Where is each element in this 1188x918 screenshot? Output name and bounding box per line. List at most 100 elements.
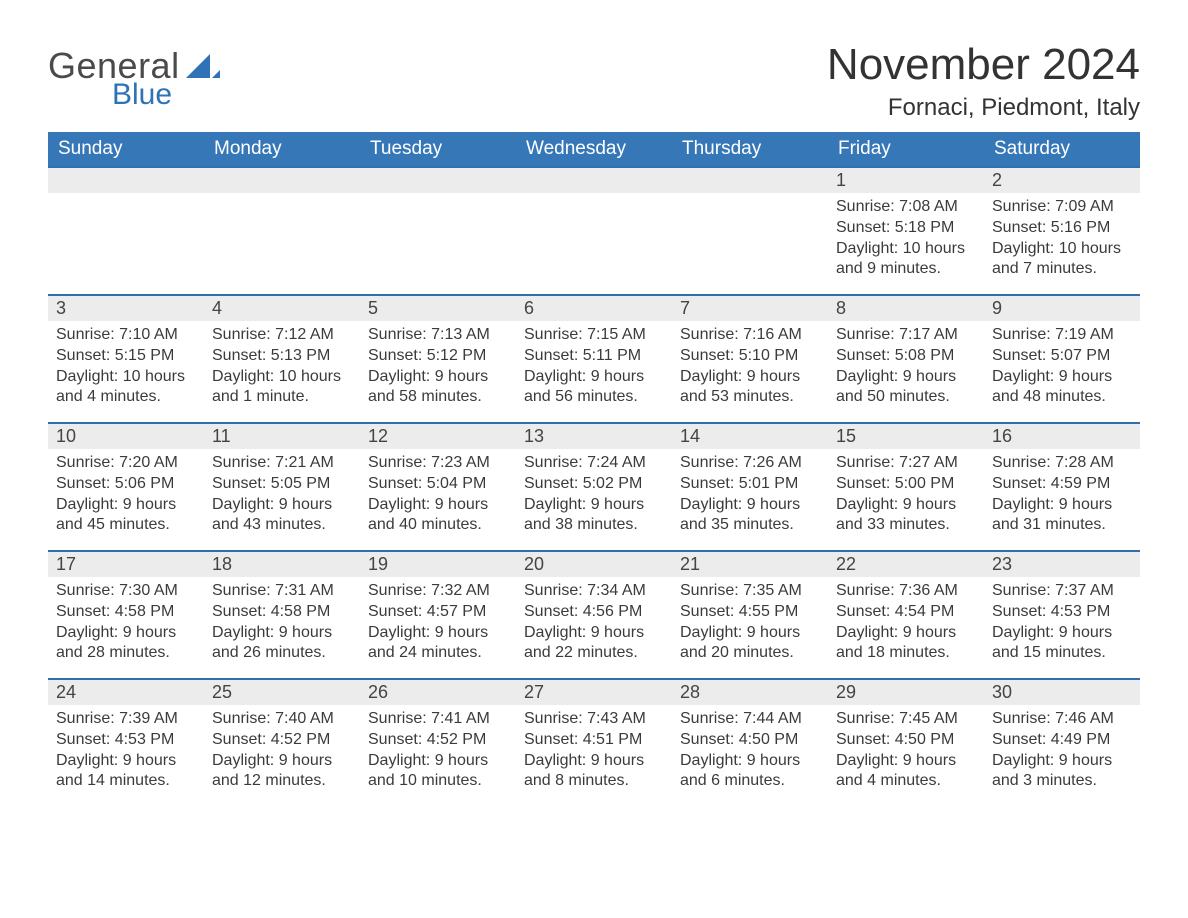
- daylight-line: and 14 minutes.: [56, 771, 196, 792]
- sun-sunset-line: Sunset: 5:02 PM: [524, 474, 664, 495]
- calendar-cell: [48, 166, 204, 294]
- calendar-cell: 18Sunrise: 7:31 AMSunset: 4:58 PMDayligh…: [204, 550, 360, 678]
- day-details: Sunrise: 7:44 AMSunset: 4:50 PMDaylight:…: [672, 705, 828, 798]
- calendar-cell: 30Sunrise: 7:46 AMSunset: 4:49 PMDayligh…: [984, 678, 1140, 806]
- sun-sunset-line: Sunset: 5:07 PM: [992, 346, 1132, 367]
- daylight-line: Daylight: 9 hours: [992, 367, 1132, 388]
- day-number: 13: [516, 422, 672, 449]
- day-number: 3: [48, 294, 204, 321]
- daylight-line: Daylight: 9 hours: [680, 495, 820, 516]
- col-monday: Monday: [204, 132, 360, 166]
- daylight-line: and 24 minutes.: [368, 643, 508, 664]
- day-number: 22: [828, 550, 984, 577]
- calendar-cell: 19Sunrise: 7:32 AMSunset: 4:57 PMDayligh…: [360, 550, 516, 678]
- daylight-line: and 56 minutes.: [524, 387, 664, 408]
- brand-sail-icon: [186, 54, 220, 82]
- day-number: 28: [672, 678, 828, 705]
- daylight-line: and 50 minutes.: [836, 387, 976, 408]
- day-details: Sunrise: 7:24 AMSunset: 5:02 PMDaylight:…: [516, 449, 672, 542]
- sun-sunrise-line: Sunrise: 7:20 AM: [56, 453, 196, 474]
- sun-sunset-line: Sunset: 4:56 PM: [524, 602, 664, 623]
- sun-sunset-line: Sunset: 4:53 PM: [56, 730, 196, 751]
- day-number: 4: [204, 294, 360, 321]
- sun-sunrise-line: Sunrise: 7:17 AM: [836, 325, 976, 346]
- day-details: Sunrise: 7:32 AMSunset: 4:57 PMDaylight:…: [360, 577, 516, 670]
- day-number: 9: [984, 294, 1140, 321]
- day-details: Sunrise: 7:21 AMSunset: 5:05 PMDaylight:…: [204, 449, 360, 542]
- daylight-line: Daylight: 9 hours: [836, 495, 976, 516]
- sun-sunset-line: Sunset: 4:52 PM: [212, 730, 352, 751]
- sun-sunrise-line: Sunrise: 7:43 AM: [524, 709, 664, 730]
- sun-sunset-line: Sunset: 5:01 PM: [680, 474, 820, 495]
- daylight-line: and 45 minutes.: [56, 515, 196, 536]
- calendar-cell: 26Sunrise: 7:41 AMSunset: 4:52 PMDayligh…: [360, 678, 516, 806]
- daylight-line: Daylight: 9 hours: [680, 751, 820, 772]
- daylight-line: and 53 minutes.: [680, 387, 820, 408]
- sun-sunrise-line: Sunrise: 7:30 AM: [56, 581, 196, 602]
- day-number: 5: [360, 294, 516, 321]
- daylight-line: and 40 minutes.: [368, 515, 508, 536]
- calendar-cell: [204, 166, 360, 294]
- daylight-line: Daylight: 9 hours: [836, 623, 976, 644]
- page-title: November 2024: [827, 40, 1140, 90]
- calendar-cell: 27Sunrise: 7:43 AMSunset: 4:51 PMDayligh…: [516, 678, 672, 806]
- day-number: 11: [204, 422, 360, 449]
- day-number: 14: [672, 422, 828, 449]
- day-details: Sunrise: 7:31 AMSunset: 4:58 PMDaylight:…: [204, 577, 360, 670]
- day-number: 2: [984, 166, 1140, 193]
- daylight-line: and 6 minutes.: [680, 771, 820, 792]
- calendar-cell: 28Sunrise: 7:44 AMSunset: 4:50 PMDayligh…: [672, 678, 828, 806]
- col-tuesday: Tuesday: [360, 132, 516, 166]
- day-number: 24: [48, 678, 204, 705]
- calendar-cell: 20Sunrise: 7:34 AMSunset: 4:56 PMDayligh…: [516, 550, 672, 678]
- sun-sunset-line: Sunset: 5:12 PM: [368, 346, 508, 367]
- calendar-cell: 23Sunrise: 7:37 AMSunset: 4:53 PMDayligh…: [984, 550, 1140, 678]
- calendar-cell: 29Sunrise: 7:45 AMSunset: 4:50 PMDayligh…: [828, 678, 984, 806]
- daylight-line: and 20 minutes.: [680, 643, 820, 664]
- daylight-line: Daylight: 9 hours: [368, 623, 508, 644]
- daylight-line: Daylight: 9 hours: [680, 623, 820, 644]
- daylight-line: and 4 minutes.: [836, 771, 976, 792]
- daylight-line: and 12 minutes.: [212, 771, 352, 792]
- sun-sunrise-line: Sunrise: 7:24 AM: [524, 453, 664, 474]
- daylight-line: Daylight: 9 hours: [524, 367, 664, 388]
- calendar-cell: 9Sunrise: 7:19 AMSunset: 5:07 PMDaylight…: [984, 294, 1140, 422]
- daylight-line: Daylight: 9 hours: [212, 751, 352, 772]
- sun-sunrise-line: Sunrise: 7:28 AM: [992, 453, 1132, 474]
- daylight-line: Daylight: 9 hours: [368, 495, 508, 516]
- calendar-cell: 1Sunrise: 7:08 AMSunset: 5:18 PMDaylight…: [828, 166, 984, 294]
- sun-sunset-line: Sunset: 4:50 PM: [836, 730, 976, 751]
- daylight-line: and 31 minutes.: [992, 515, 1132, 536]
- day-details: Sunrise: 7:08 AMSunset: 5:18 PMDaylight:…: [828, 193, 984, 286]
- sun-sunrise-line: Sunrise: 7:31 AM: [212, 581, 352, 602]
- sun-sunset-line: Sunset: 5:00 PM: [836, 474, 976, 495]
- sun-sunrise-line: Sunrise: 7:32 AM: [368, 581, 508, 602]
- daylight-line: and 10 minutes.: [368, 771, 508, 792]
- day-details: Sunrise: 7:30 AMSunset: 4:58 PMDaylight:…: [48, 577, 204, 670]
- day-number: 6: [516, 294, 672, 321]
- day-number-bar: [204, 166, 360, 193]
- sun-sunset-line: Sunset: 5:05 PM: [212, 474, 352, 495]
- day-number: 7: [672, 294, 828, 321]
- sun-sunset-line: Sunset: 5:16 PM: [992, 218, 1132, 239]
- day-number: 20: [516, 550, 672, 577]
- col-saturday: Saturday: [984, 132, 1140, 166]
- day-number: 16: [984, 422, 1140, 449]
- daylight-line: and 15 minutes.: [992, 643, 1132, 664]
- sun-sunrise-line: Sunrise: 7:26 AM: [680, 453, 820, 474]
- calendar-cell: [516, 166, 672, 294]
- sun-sunset-line: Sunset: 4:51 PM: [524, 730, 664, 751]
- daylight-line: and 38 minutes.: [524, 515, 664, 536]
- calendar-cell: [360, 166, 516, 294]
- day-number-bar: [48, 166, 204, 193]
- day-number: 8: [828, 294, 984, 321]
- day-number-bar: [516, 166, 672, 193]
- sun-sunrise-line: Sunrise: 7:27 AM: [836, 453, 976, 474]
- day-details: Sunrise: 7:10 AMSunset: 5:15 PMDaylight:…: [48, 321, 204, 414]
- daylight-line: Daylight: 9 hours: [212, 623, 352, 644]
- calendar-cell: 25Sunrise: 7:40 AMSunset: 4:52 PMDayligh…: [204, 678, 360, 806]
- calendar-cell: 14 Sunrise: 7:26 AMSunset: 5:01 PMDayligh…: [672, 422, 828, 550]
- sun-sunrise-line: Sunrise: 7:09 AM: [992, 197, 1132, 218]
- day-details: Sunrise: 7:17 AMSunset: 5:08 PMDaylight:…: [828, 321, 984, 414]
- calendar-cell: 4Sunrise: 7:12 AMSunset: 5:13 PMDaylight…: [204, 294, 360, 422]
